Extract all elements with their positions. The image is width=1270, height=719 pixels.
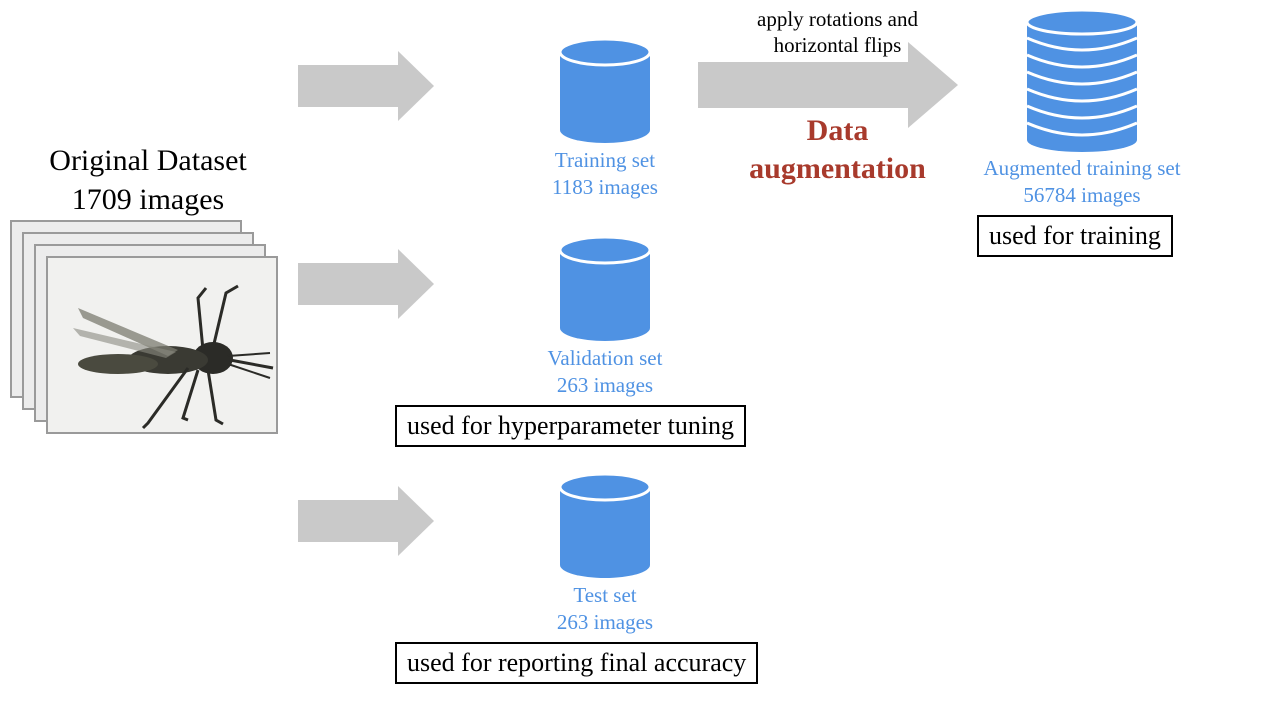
original-title: Original Dataset 1709 images [28,141,268,219]
arrow-to-validation [298,263,398,305]
aug-process-l2: horizontal flips [774,33,902,57]
used-box-aug-text: used for training [989,221,1161,250]
caption-validation-l1: Validation set [548,346,663,370]
cylinder-train-icon [555,35,655,145]
caption-validation-l2: 263 images [557,373,653,397]
caption-train-l2: 1183 images [552,175,658,199]
caption-test-l2: 263 images [557,610,653,634]
original-title-l2: 1709 images [72,183,224,216]
used-box-test: used for reporting final accuracy [395,642,758,684]
used-box-test-text: used for reporting final accuracy [407,648,746,677]
used-box-validation: used for hyperparameter tuning [395,405,746,447]
arrow-to-train [298,65,398,107]
caption-aug-l2: 56784 images [1023,183,1140,207]
cylinder-validation-icon [555,233,655,343]
arrow-to-augmented [698,62,908,108]
caption-test: Test set 263 images [515,582,695,637]
cylinder-test-icon [555,470,655,580]
aug-label-l2: augmentation [749,152,926,185]
used-box-aug: used for training [977,215,1173,257]
used-box-validation-text: used for hyperparameter tuning [407,411,734,440]
mosquito-icon [48,258,276,432]
mosquito-photo-placeholder [48,258,276,432]
aug-label-l1: Data [807,114,869,147]
caption-train-l1: Training set [555,148,655,172]
cylinder-aug-stack-icon [1022,8,1142,153]
original-title-l1: Original Dataset [49,144,246,177]
aug-process: apply rotations and horizontal flips [720,6,955,59]
caption-validation: Validation set 263 images [515,345,695,400]
caption-aug-l1: Augmented training set [983,156,1180,180]
arrow-to-test [298,500,398,542]
caption-aug: Augmented training set 56784 images [972,155,1192,210]
aug-label: Data augmentation [720,112,955,187]
caption-test-l1: Test set [573,583,636,607]
aug-process-l1: apply rotations and [757,7,918,31]
caption-train: Training set 1183 images [515,147,695,202]
